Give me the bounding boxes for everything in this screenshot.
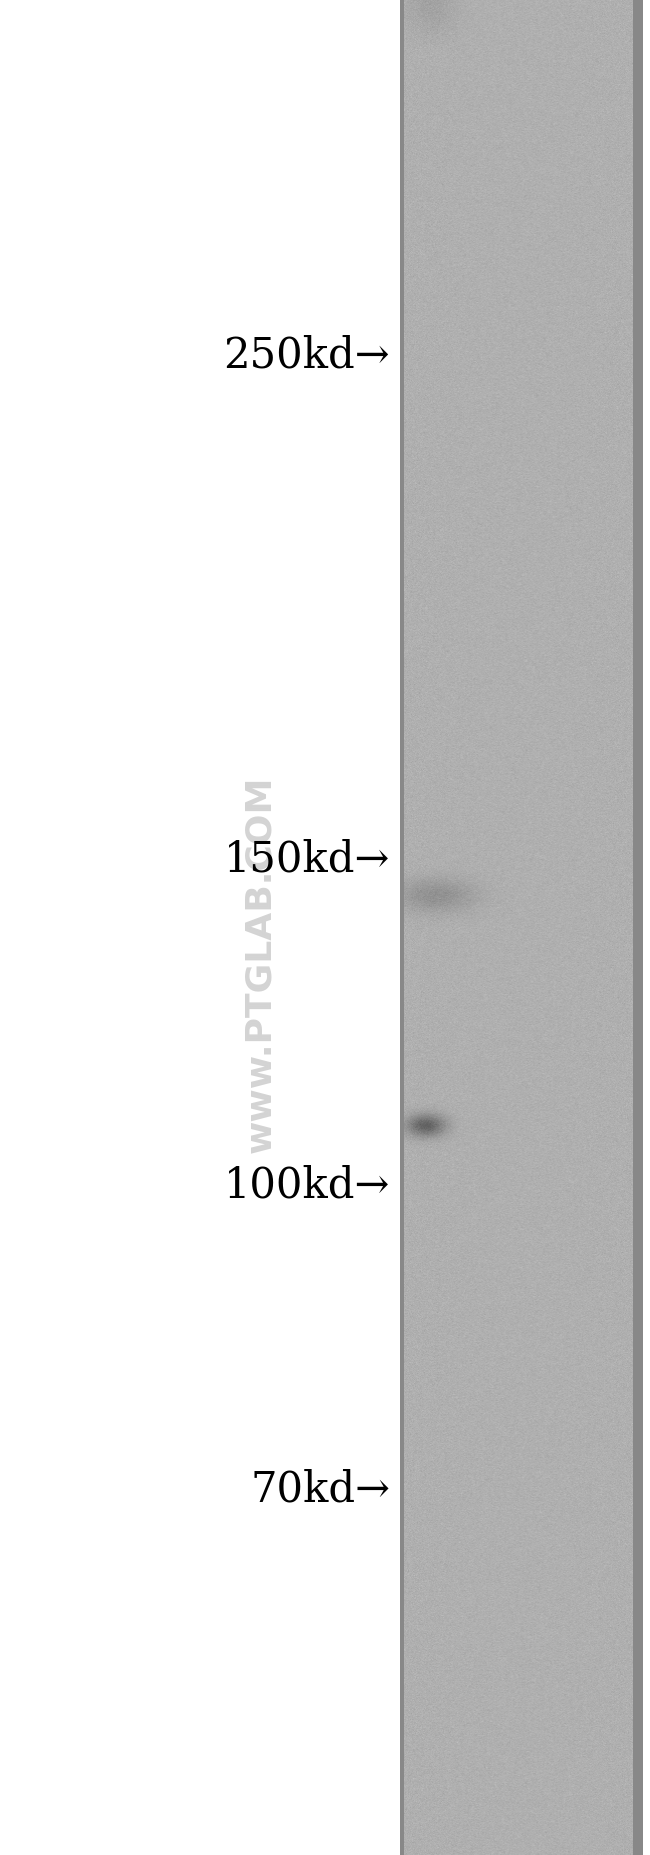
Bar xyxy=(400,0,404,1855)
Text: 250kd→: 250kd→ xyxy=(224,334,390,377)
Text: 100kd→: 100kd→ xyxy=(224,1163,390,1206)
Bar xyxy=(633,0,643,1855)
Text: www.PTGLAB.COM: www.PTGLAB.COM xyxy=(243,775,277,1154)
Text: 70kd→: 70kd→ xyxy=(250,1469,390,1512)
Text: 150kd→: 150kd→ xyxy=(224,838,390,881)
